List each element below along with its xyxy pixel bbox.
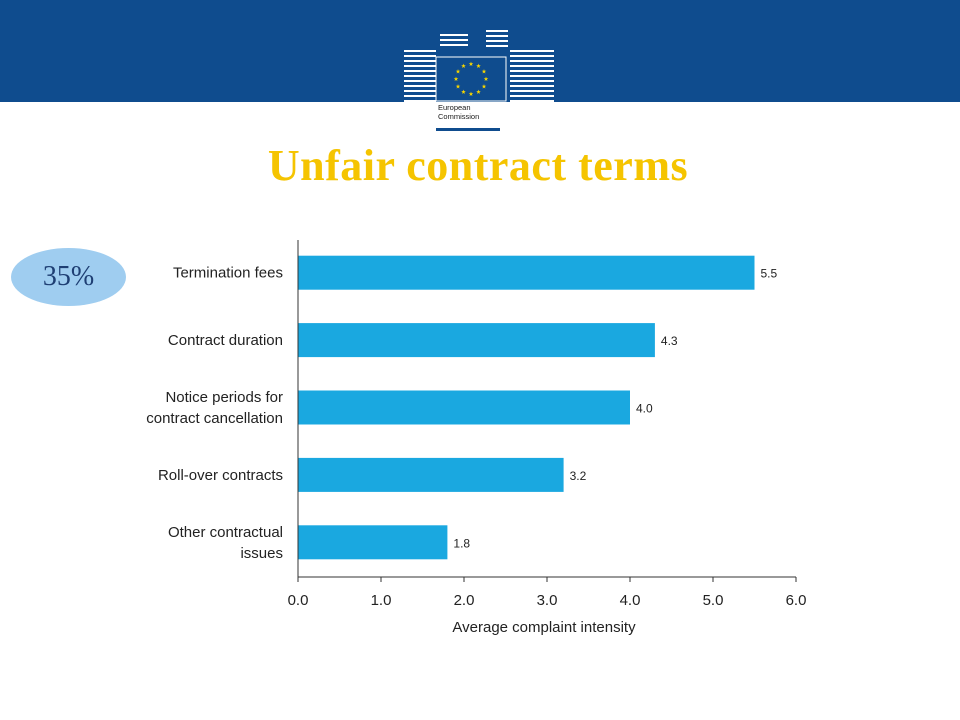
eu-star-icon xyxy=(455,84,461,89)
x-tick-label: 0.0 xyxy=(288,592,309,609)
logo-text-line2: Commission xyxy=(438,112,480,121)
slide-title: Unfair contract terms xyxy=(267,141,689,190)
category-label: Contract duration xyxy=(168,332,283,349)
eu-star-icon xyxy=(483,76,489,81)
bar xyxy=(298,255,755,290)
category-label: contract cancellation xyxy=(146,410,283,427)
category-label: Other contractual xyxy=(168,524,283,541)
european-commission-logo-icon xyxy=(400,30,560,134)
x-tick-label: 1.0 xyxy=(371,592,392,609)
eu-star-icon xyxy=(468,61,474,66)
bar-value-label: 3.2 xyxy=(570,469,587,483)
eu-star-icon xyxy=(481,69,487,74)
x-tick-label: 4.0 xyxy=(620,592,641,609)
eu-star-icon xyxy=(476,63,481,68)
x-tick-label: 3.0 xyxy=(537,592,558,609)
eu-star-icon xyxy=(453,76,459,81)
bar-value-label: 4.0 xyxy=(636,402,653,416)
x-tick-label: 2.0 xyxy=(454,592,475,609)
category-label: Termination fees xyxy=(173,265,283,282)
bar xyxy=(298,457,564,492)
bar-value-label: 1.8 xyxy=(453,536,470,550)
bar-value-label: 5.5 xyxy=(761,267,778,281)
category-label: Notice periods for xyxy=(165,389,283,406)
bar xyxy=(298,390,630,425)
bar xyxy=(298,525,448,560)
logo-text-line1: European xyxy=(438,103,471,112)
eu-star-icon xyxy=(468,91,474,96)
logo-text: European Commission xyxy=(438,103,508,121)
eu-star-icon xyxy=(461,89,466,94)
x-tick-label: 6.0 xyxy=(786,592,807,609)
category-label: Roll-over contracts xyxy=(158,467,283,484)
eu-star-icon xyxy=(461,63,466,68)
eu-star-icon xyxy=(476,89,481,94)
eu-star-icon xyxy=(481,84,487,89)
category-label: issues xyxy=(240,545,283,562)
percentage-badge: 35% xyxy=(11,248,126,306)
bar xyxy=(298,323,655,358)
x-axis-title: Average complaint intensity xyxy=(452,619,636,636)
logo-underline xyxy=(436,128,500,131)
x-tick-label: 5.0 xyxy=(703,592,724,609)
bar-value-label: 4.3 xyxy=(661,334,678,348)
eu-star-icon xyxy=(455,69,461,74)
